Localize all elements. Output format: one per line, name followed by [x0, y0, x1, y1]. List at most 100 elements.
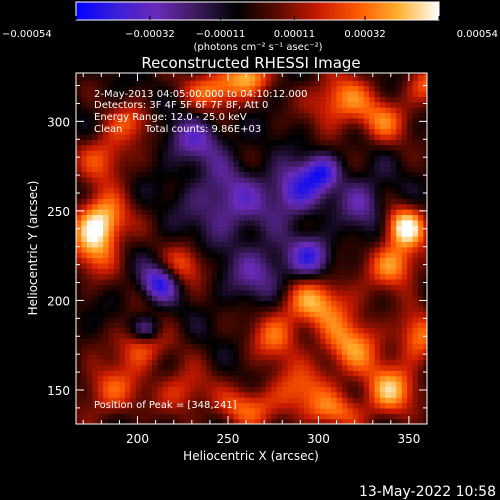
- heatmap-cell: [347, 338, 354, 345]
- heatmap-cell: [358, 209, 365, 216]
- heatmap-cell: [217, 252, 224, 259]
- heatmap-cell: [124, 402, 131, 409]
- heatmap-cell: [189, 155, 197, 162]
- heatmap-cell: [222, 375, 229, 382]
- heatmap-cell: [396, 305, 403, 312]
- heatmap-cell: [341, 284, 348, 291]
- heatmap-cell: [108, 73, 115, 76]
- heatmap-cell: [227, 230, 235, 237]
- heatmap-cell: [276, 192, 283, 199]
- heatmap-cell: [86, 278, 93, 285]
- heatmap-cell: [222, 327, 229, 334]
- heatmap-cell: [260, 375, 267, 382]
- heatmap-cell: [265, 182, 272, 189]
- heatmap-cell: [113, 112, 121, 119]
- heatmap-cell: [195, 397, 202, 404]
- heatmap-cell: [119, 370, 126, 377]
- heatmap-cell: [200, 338, 207, 345]
- heatmap-cell: [385, 305, 392, 312]
- heatmap-cell: [184, 370, 191, 377]
- heatmap-cell: [227, 375, 235, 382]
- heatmap-cell: [97, 74, 104, 81]
- heatmap-cell: [379, 198, 386, 205]
- heatmap-cell: [265, 80, 272, 87]
- heatmap-cell: [130, 73, 137, 76]
- heatmap-cell: [97, 112, 104, 119]
- heatmap-cell: [407, 246, 414, 253]
- heatmap-cell: [265, 354, 272, 361]
- heatmap-cell: [217, 316, 224, 323]
- heatmap-cell: [184, 225, 191, 232]
- heatmap-cell: [271, 155, 278, 162]
- heatmap-cell: [189, 413, 197, 420]
- heatmap-cell: [151, 273, 159, 280]
- heatmap-cell: [238, 107, 245, 113]
- heatmap-cell: [162, 295, 169, 302]
- heatmap-cell: [157, 198, 164, 205]
- heatmap-cell: [341, 155, 348, 162]
- heatmap-cell: [271, 402, 278, 409]
- heatmap-cell: [379, 407, 386, 414]
- heatmap-cell: [146, 391, 153, 398]
- heatmap-cell: [124, 225, 131, 232]
- heatmap-cell: [103, 128, 110, 135]
- heatmap-cell: [401, 348, 408, 355]
- detectors-annotation: Detectors: 3F 4F 5F 6F 7F 8F, Att 0: [94, 100, 268, 111]
- heatmap-cell: [97, 133, 104, 140]
- heatmap-cell: [92, 348, 99, 355]
- heatmap-cell: [385, 359, 392, 366]
- heatmap-cell: [206, 192, 213, 199]
- heatmap-cell: [103, 278, 110, 285]
- heatmap-cell: [157, 176, 164, 183]
- heatmap-cell: [331, 219, 338, 226]
- heatmap-cell: [423, 338, 427, 345]
- heatmap-cell: [341, 230, 348, 237]
- heatmap-cell: [179, 74, 186, 81]
- heatmap-cell: [92, 300, 99, 307]
- heatmap-cell: [271, 311, 278, 318]
- heatmap-cell: [233, 268, 240, 275]
- heatmap-cell: [200, 348, 207, 355]
- heatmap-cell: [276, 402, 283, 409]
- heatmap-cell: [97, 225, 104, 232]
- heatmap-cell: [249, 311, 256, 318]
- heatmap-cell: [244, 139, 251, 146]
- heatmap-cell: [293, 74, 300, 81]
- heatmap-cell: [352, 80, 359, 87]
- heatmap-cell: [195, 375, 202, 382]
- heatmap-cell: [309, 160, 316, 167]
- heatmap-cell: [81, 214, 88, 221]
- heatmap-cell: [189, 203, 197, 210]
- heatmap-cell: [396, 209, 403, 216]
- heatmap-cell: [195, 230, 202, 237]
- heatmap-cell: [303, 107, 310, 113]
- heatmap-cell: [417, 402, 424, 409]
- heatmap-cell: [103, 252, 110, 259]
- heatmap-cell: [309, 364, 316, 371]
- heatmap-cell: [303, 246, 310, 253]
- heatmap-cell: [293, 96, 300, 103]
- heatmap-cell: [162, 230, 169, 237]
- heatmap-cell: [369, 133, 376, 140]
- heatmap-cell: [331, 182, 338, 189]
- heatmap-cell: [189, 402, 197, 409]
- heatmap-cell: [352, 418, 359, 424]
- heatmap-cell: [119, 198, 126, 205]
- heatmap-cell: [179, 327, 186, 334]
- heatmap-cell: [206, 85, 213, 92]
- heatmap-cell: [336, 413, 343, 420]
- heatmap-cell: [86, 381, 93, 387]
- heatmap-cell: [200, 219, 207, 226]
- heatmap-cell: [401, 375, 408, 382]
- heatmap-cell: [211, 295, 218, 302]
- heatmap-cell: [86, 85, 93, 92]
- heatmap-cell: [352, 338, 359, 345]
- heatmap-cell: [320, 300, 327, 307]
- heatmap-cell: [396, 354, 403, 361]
- heatmap-cell: [271, 327, 278, 334]
- heatmap-cell: [146, 166, 153, 173]
- heatmap-cell: [135, 262, 142, 269]
- heatmap-cell: [135, 332, 142, 339]
- heatmap-cell: [325, 139, 332, 146]
- heatmap-cell: [401, 386, 408, 393]
